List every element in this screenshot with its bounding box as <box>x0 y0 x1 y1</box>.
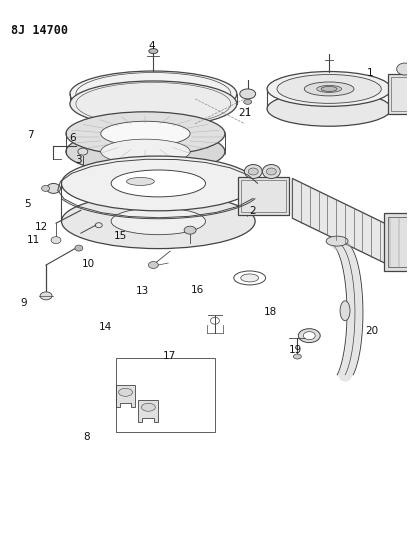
Ellipse shape <box>101 139 190 164</box>
Ellipse shape <box>78 148 88 155</box>
Ellipse shape <box>101 122 190 146</box>
Ellipse shape <box>144 92 162 96</box>
Ellipse shape <box>184 226 196 234</box>
Polygon shape <box>138 400 158 422</box>
Bar <box>391 77 408 111</box>
Ellipse shape <box>277 75 381 103</box>
Ellipse shape <box>47 183 60 193</box>
Ellipse shape <box>303 332 315 340</box>
Bar <box>115 358 215 432</box>
Text: 19: 19 <box>288 345 302 356</box>
Ellipse shape <box>111 170 206 197</box>
Text: 2: 2 <box>249 206 256 216</box>
Text: 8: 8 <box>83 432 90 442</box>
Ellipse shape <box>244 99 252 104</box>
Text: 16: 16 <box>191 285 204 295</box>
Bar <box>384 213 408 271</box>
Text: 10: 10 <box>82 259 95 269</box>
Ellipse shape <box>66 130 225 173</box>
Ellipse shape <box>113 83 193 105</box>
Text: 4: 4 <box>148 42 155 52</box>
Ellipse shape <box>317 85 341 92</box>
Polygon shape <box>293 179 389 265</box>
Ellipse shape <box>142 403 155 411</box>
Bar <box>388 74 408 114</box>
Ellipse shape <box>62 194 255 248</box>
Bar <box>238 177 289 215</box>
Ellipse shape <box>149 49 158 54</box>
Text: 14: 14 <box>99 322 113 333</box>
Text: 9: 9 <box>20 297 27 308</box>
Ellipse shape <box>266 168 276 175</box>
Ellipse shape <box>248 168 258 175</box>
Text: 18: 18 <box>264 306 277 317</box>
Ellipse shape <box>244 165 262 179</box>
Ellipse shape <box>267 92 391 126</box>
Ellipse shape <box>240 89 256 99</box>
Text: 5: 5 <box>24 199 31 209</box>
Ellipse shape <box>298 329 320 343</box>
Ellipse shape <box>66 112 225 156</box>
Ellipse shape <box>135 89 172 99</box>
Text: 20: 20 <box>366 326 379 336</box>
Ellipse shape <box>262 165 280 179</box>
Ellipse shape <box>326 236 348 246</box>
Ellipse shape <box>42 185 49 191</box>
Ellipse shape <box>293 354 302 359</box>
Text: 15: 15 <box>114 231 128 241</box>
Ellipse shape <box>75 245 83 251</box>
Text: 17: 17 <box>163 351 176 361</box>
Text: 8J 14700: 8J 14700 <box>11 25 68 37</box>
Bar <box>388 217 408 267</box>
Ellipse shape <box>340 301 350 321</box>
Text: 6: 6 <box>69 133 75 143</box>
Ellipse shape <box>111 208 206 235</box>
Text: 12: 12 <box>35 222 49 232</box>
Ellipse shape <box>241 274 259 282</box>
Ellipse shape <box>70 71 237 117</box>
Ellipse shape <box>126 177 154 185</box>
Text: 1: 1 <box>367 68 373 78</box>
Text: 21: 21 <box>238 108 251 118</box>
Ellipse shape <box>70 81 237 127</box>
Ellipse shape <box>149 262 158 269</box>
Ellipse shape <box>62 156 255 211</box>
Ellipse shape <box>51 237 61 244</box>
Ellipse shape <box>304 82 354 96</box>
Bar <box>241 181 286 212</box>
Text: 3: 3 <box>75 156 82 165</box>
Ellipse shape <box>40 292 52 300</box>
Text: 7: 7 <box>27 130 34 140</box>
Ellipse shape <box>267 71 391 107</box>
Text: 13: 13 <box>136 286 149 296</box>
Polygon shape <box>115 385 135 407</box>
Text: 11: 11 <box>27 235 40 245</box>
Ellipse shape <box>321 86 337 92</box>
Ellipse shape <box>397 63 408 75</box>
Ellipse shape <box>119 389 133 397</box>
